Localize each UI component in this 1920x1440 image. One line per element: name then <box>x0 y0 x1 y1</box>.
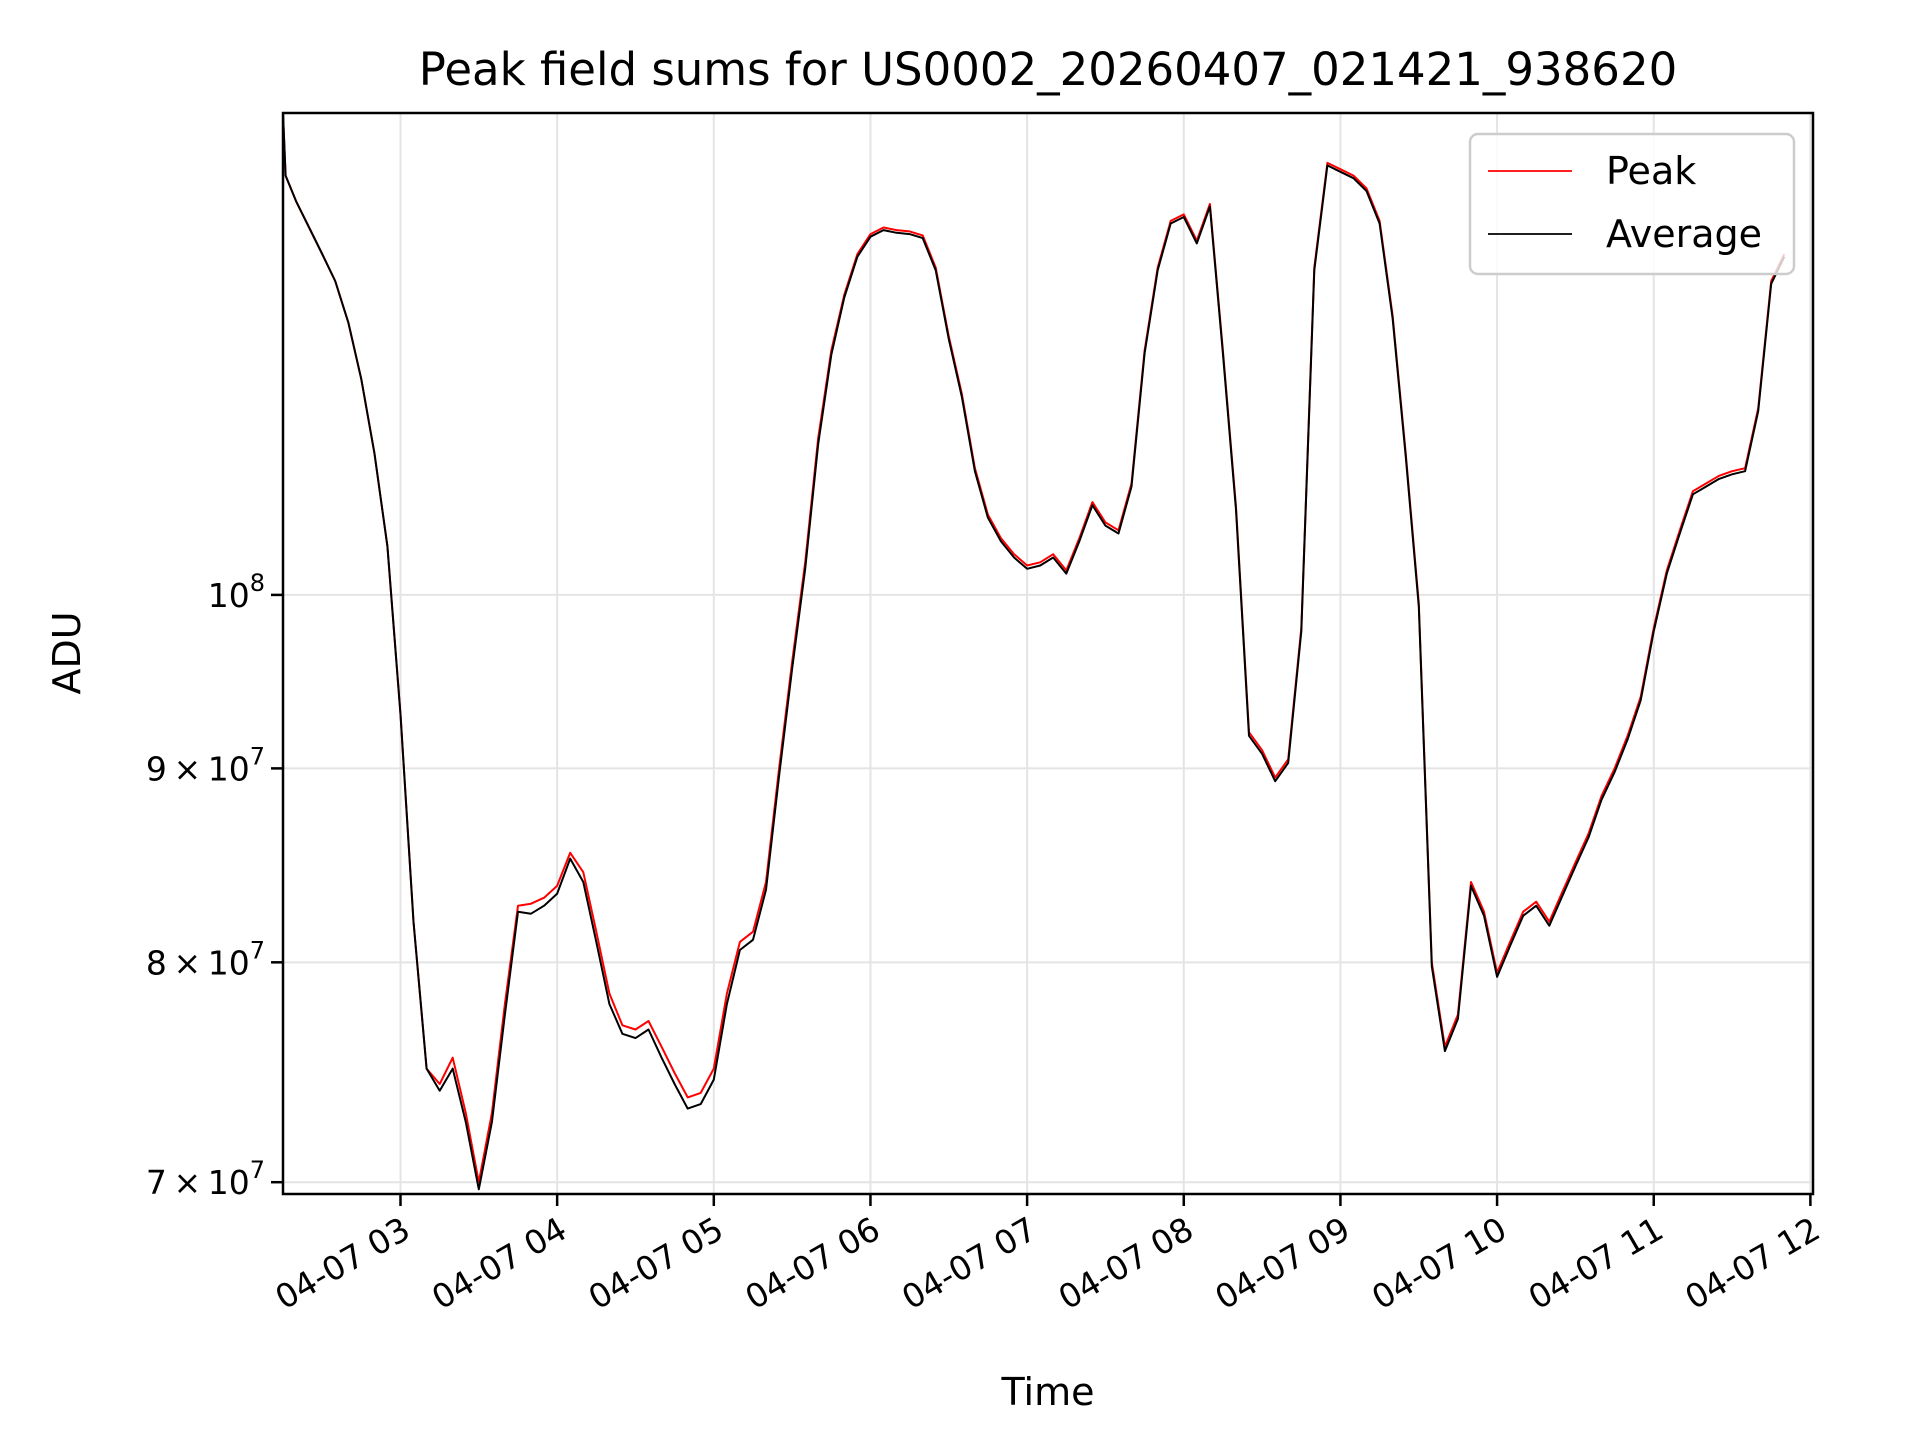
chart-title: Peak field sums for US0002_20260407_0214… <box>419 43 1677 96</box>
y-tick-label: 108 <box>208 569 265 615</box>
y-tick-label: 7 × 107 <box>146 1156 265 1202</box>
y-tick-label: 9 × 107 <box>146 742 265 788</box>
y-axis: 7 × 107 8 × 107 9 × 107 108 <box>146 569 283 1202</box>
legend-label-average: Average <box>1606 212 1762 256</box>
y-axis-label: ADU <box>45 611 89 694</box>
legend-label-peak: Peak <box>1606 149 1696 193</box>
plot-frame <box>281 111 1815 1196</box>
series-layer <box>282 112 1786 1191</box>
y-tick-label: 8 × 107 <box>146 936 265 982</box>
legend: Peak Average <box>1468 132 1796 276</box>
legend-box <box>1468 132 1796 276</box>
grid <box>283 113 1813 1194</box>
x-axis-label: Time <box>1001 1370 1095 1414</box>
series-line-average <box>282 112 1786 1191</box>
series-line-peak <box>282 112 1786 1184</box>
